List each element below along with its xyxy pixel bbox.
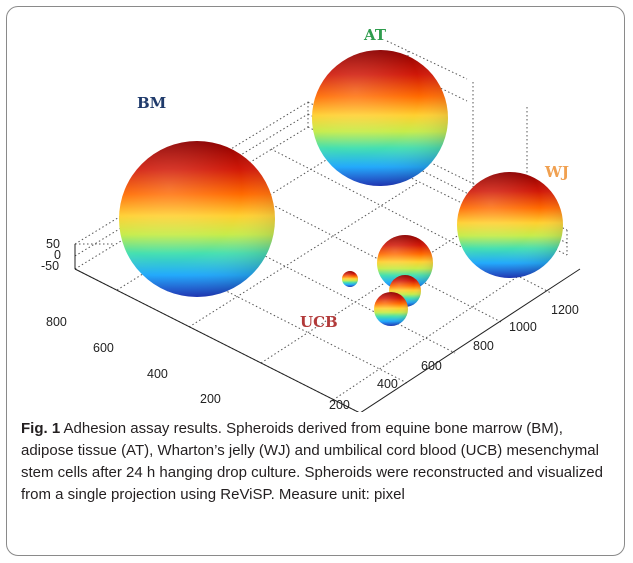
y-tick: 800 — [46, 315, 67, 329]
x-tick: 400 — [377, 377, 398, 391]
label-bm: BM — [137, 94, 166, 112]
figure-label: Fig. 1 — [21, 420, 61, 437]
figure-frame: BM AT WJ UCB 50 0 -50 800 600 400 200 20… — [6, 6, 625, 556]
z-tick: 0 — [54, 248, 61, 262]
y-tick: 200 — [200, 392, 221, 406]
spheroid-3d-plot: BM AT WJ UCB 50 0 -50 800 600 400 200 20… — [41, 26, 581, 412]
z-tick: 50 — [46, 237, 60, 251]
axes — [74, 244, 581, 412]
z-tick: -50 — [41, 259, 59, 273]
y-tick: 400 — [147, 367, 168, 381]
y-tick: 600 — [93, 341, 114, 355]
sphere-bm — [119, 141, 275, 297]
sphere-wj — [457, 172, 563, 278]
sphere-ucb-large — [377, 235, 433, 291]
label-ucb: UCB — [300, 313, 338, 331]
x-tick: 1000 — [509, 320, 537, 334]
x-tick: 600 — [421, 359, 442, 373]
x-tick: 800 — [473, 339, 494, 353]
label-at: AT — [363, 26, 387, 44]
x-tick: 1200 — [551, 303, 579, 317]
figure-caption: Fig. 1 Adhesion assay results. Spheroids… — [21, 418, 617, 506]
sphere-ucb-small — [374, 292, 408, 326]
sphere-at — [312, 50, 448, 186]
figure-caption-text: Adhesion assay results. Spheroids derive… — [21, 420, 603, 503]
label-wj: WJ — [544, 163, 569, 181]
sphere-ucb-tiny — [342, 271, 358, 287]
x-tick: 200 — [329, 398, 350, 412]
